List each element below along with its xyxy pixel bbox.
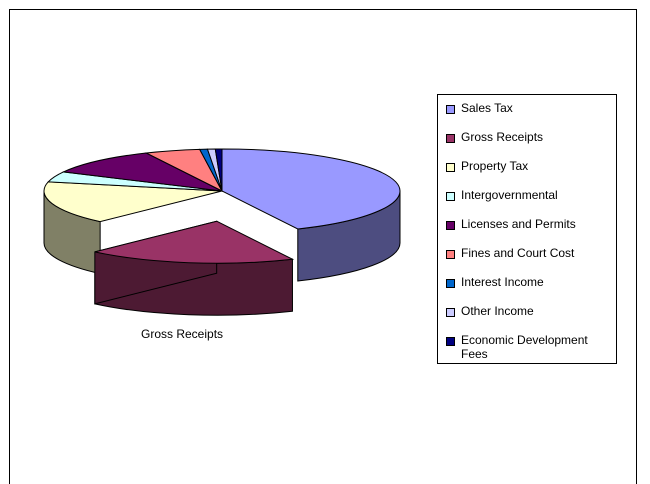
pie-chart: [43, 148, 401, 316]
legend-label: Economic Development Fees: [461, 333, 588, 361]
legend-swatch: [446, 279, 455, 288]
legend-label: Gross Receipts: [461, 130, 544, 144]
data-label-gross-receipts: Gross Receipts: [141, 327, 224, 341]
legend-item: Interest Income: [446, 275, 611, 289]
legend-item: Sales Tax: [446, 101, 611, 115]
legend-label: Sales Tax: [461, 101, 513, 115]
legend-item: Intergovernmental: [446, 188, 611, 202]
legend-swatch: [446, 308, 455, 317]
legend-item: Other Income: [446, 304, 611, 318]
chart-area: Sales Tax Gross Receipts Property Tax In…: [9, 9, 637, 484]
legend-label: Property Tax: [461, 159, 529, 173]
legend-swatch: [446, 163, 455, 172]
legend-item: Fines and Court Cost: [446, 246, 611, 260]
legend-label: Interest Income: [461, 275, 544, 289]
legend-swatch: [446, 221, 455, 230]
legend-swatch: [446, 250, 455, 259]
legend-label: Licenses and Permits: [461, 217, 576, 231]
legend-swatch: [446, 337, 455, 346]
legend-swatch: [446, 192, 455, 201]
legend-label: Other Income: [461, 304, 534, 318]
pie-slice-property-tax: [43, 181, 223, 223]
legend-item: Economic Development Fees: [446, 333, 611, 361]
legend-label: Fines and Court Cost: [461, 246, 575, 260]
pie-slice-sales-tax: [221, 148, 401, 230]
pie-slice-gross-receipts: [94, 220, 295, 264]
pie-slice-licenses-and-permits: [61, 152, 223, 192]
legend-item: Licenses and Permits: [446, 217, 611, 231]
pie-slice-economic-development-fees: [214, 148, 223, 192]
legend-item: Property Tax: [446, 159, 611, 173]
legend-label: Intergovernmental: [461, 188, 558, 202]
legend: Sales Tax Gross Receipts Property Tax In…: [437, 94, 617, 364]
legend-item: Gross Receipts: [446, 130, 611, 144]
legend-swatch: [446, 105, 455, 114]
legend-swatch: [446, 134, 455, 143]
